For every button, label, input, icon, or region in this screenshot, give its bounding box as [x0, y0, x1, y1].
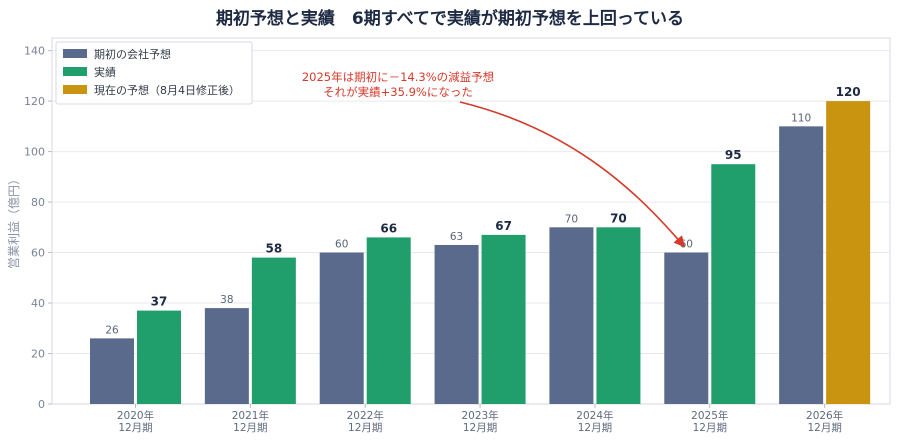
data-label-plan: 63 [450, 231, 463, 243]
bar-actual [251, 257, 296, 404]
bar-plan [549, 227, 594, 404]
bar-actual [711, 164, 756, 404]
data-label-plan: 70 [565, 213, 578, 225]
x-tick-label: 12月期 [233, 422, 267, 434]
y-tick-label: 40 [31, 297, 45, 310]
y-tick-label: 0 [38, 398, 45, 411]
bar-plan [204, 308, 249, 404]
y-axis-ticks: 0 20 40 60 80 100 120 140 [24, 45, 52, 411]
data-label-plan: 26 [105, 324, 119, 336]
x-tick-label: 12月期 [348, 422, 382, 434]
data-label-plan: 110 [791, 112, 811, 124]
data-label-actual: 58 [266, 242, 283, 256]
x-tick-label: 12月期 [578, 422, 612, 434]
bar-actual [366, 237, 411, 404]
bar-forecast [826, 101, 871, 404]
data-label-forecast: 120 [836, 85, 861, 99]
bar-plan [434, 244, 479, 404]
x-tick-label: 2022年 [347, 409, 384, 422]
y-tick-label: 60 [31, 247, 45, 260]
x-tick-label: 12月期 [693, 422, 727, 434]
data-label-actual: 95 [725, 148, 742, 162]
x-tick-label: 2020年 [117, 409, 154, 422]
x-tick-label: 2021年 [232, 409, 269, 422]
bar-plan [319, 252, 364, 404]
bars [90, 101, 871, 405]
data-label-plan: 60 [335, 239, 348, 251]
y-axis-label: 営業利益（億円） [7, 173, 21, 269]
data-label-actual: 67 [495, 219, 512, 233]
y-tick-label: 20 [31, 348, 45, 361]
y-tick-label: 120 [24, 95, 45, 108]
x-tick-label: 2024年 [576, 409, 613, 422]
x-tick-label: 12月期 [118, 422, 152, 434]
legend-label: 期初の会社予想 [94, 47, 171, 61]
bar-actual [137, 310, 181, 404]
legend-label: 実績 [94, 65, 116, 79]
y-tick-label: 140 [24, 45, 45, 58]
bar-plan [664, 252, 709, 404]
annotation-text: それが実績+35.9%になった [323, 85, 473, 99]
data-label-plan: 38 [220, 294, 233, 306]
annotation-text: 2025年は期初に－14.3%の減益予想 [302, 70, 494, 84]
legend-label: 現在の予想（8月4日修正後） [94, 83, 240, 97]
bar-actual [596, 227, 641, 404]
legend-box [55, 41, 253, 105]
bar-plan [779, 126, 824, 405]
x-tick-label: 2023年 [461, 409, 498, 422]
legend-swatch [63, 85, 87, 94]
legend-swatch [63, 49, 87, 58]
data-label-actual: 37 [151, 295, 168, 309]
x-tick-label: 12月期 [463, 422, 497, 434]
x-tick-label: 2026年 [806, 409, 843, 422]
data-label-actual: 70 [610, 211, 627, 225]
y-tick-label: 100 [24, 146, 45, 159]
y-tick-label: 80 [31, 196, 45, 209]
x-tick-label: 2025年 [691, 409, 728, 422]
bar-plan [90, 338, 134, 404]
x-tick-label: 12月期 [807, 422, 841, 434]
x-axis-ticks: 2020年12月期2021年12月期2022年12月期2023年12月期2024… [117, 404, 843, 434]
bar-actual [481, 234, 526, 404]
annotation-arrow [459, 101, 686, 248]
chart-title: 期初予想と実績 6期すべてで実績が期初予想を上回っている [216, 8, 684, 29]
legend-swatch [63, 67, 87, 76]
data-label-actual: 66 [380, 221, 397, 235]
